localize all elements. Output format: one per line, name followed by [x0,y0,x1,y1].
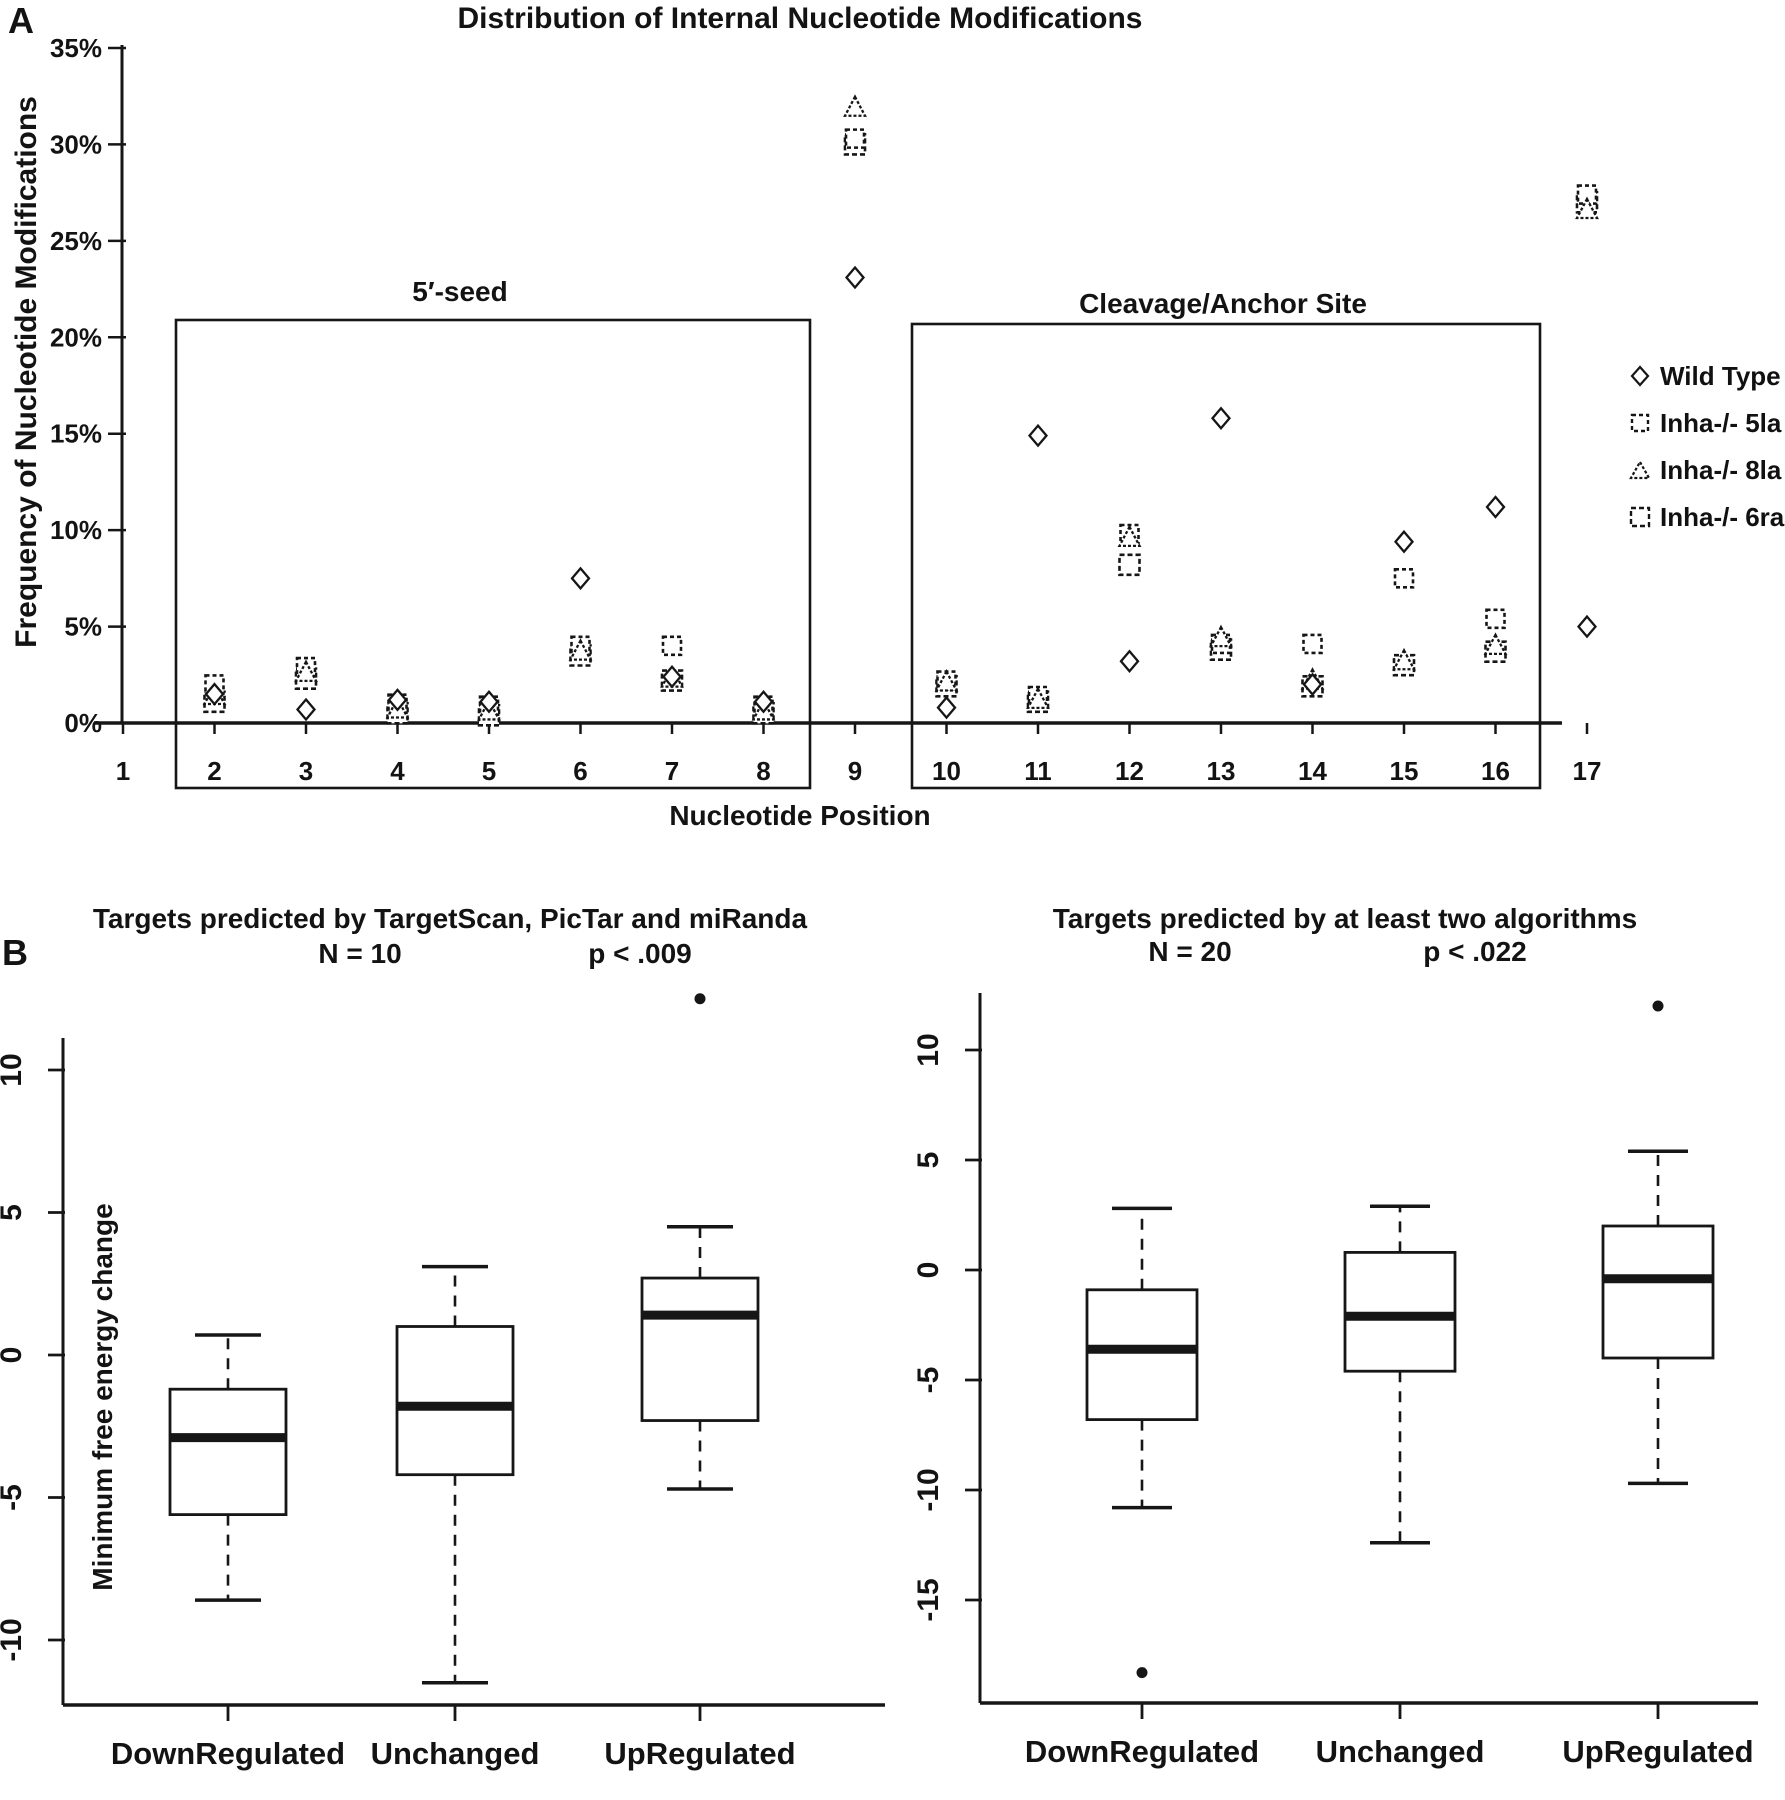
legend-item-inha-5la: Inha-/- 5la [1628,407,1784,439]
box-unchanged [395,1264,515,1721]
panel-a-y-axis-title: Frequency of Nucleotide Modifications [10,96,43,648]
panel-a-label: A [8,0,34,41]
region-label-cleavage-anchor: Cleavage/Anchor Site [1079,288,1367,319]
triangle-icon [1629,459,1651,480]
legend-item-inha-8la: Inha-/- 8la [1628,454,1784,486]
svg-text:16: 16 [1481,756,1510,786]
svg-text:8: 8 [756,756,770,786]
boxplot-right: 10 5 0 -5 -10 -15 [912,993,1758,1719]
legend: Wild Type Inha-/- 5la Inha-/- 8la Inha-/… [1628,360,1784,533]
panel-a-title: Distribution of Internal Nucleotide Modi… [457,2,1143,35]
svg-text:30%: 30% [50,129,102,159]
panel-a-region-boxes [174,318,1542,790]
boxplot-left-category-unchanged: Unchanged [370,1736,540,1771]
region-box-0 [174,318,812,790]
svg-text:5: 5 [912,1152,945,1169]
region-box-1 [910,322,1542,790]
boxplot-left: 10 5 0 -5 -10 [0,993,885,1721]
svg-text:0%: 0% [64,708,102,738]
scatter-series-inha-6ra [203,133,1599,727]
svg-text:7: 7 [665,756,679,786]
boxplot-left-title: Targets predicted by TargetScan, PicTar … [92,903,808,934]
panel-a-x-ticks: 1 2 3 4 5 6 7 8 9 10 11 12 13 14 15 16 17 [116,723,1602,786]
box-unchanged [1343,1204,1457,1719]
region-label-5-seed: 5′-seed [412,276,508,307]
svg-text:-5: -5 [912,1367,945,1394]
panel-a-axes [94,45,1562,725]
svg-text:12: 12 [1115,756,1144,786]
svg-text:4: 4 [390,756,405,786]
box-upregulated [640,993,760,1721]
svg-text:6: 6 [573,756,587,786]
box-upregulated [1601,1000,1715,1719]
panel-a-x-axis-title: Nucleotide Position [669,800,931,831]
svg-text:35%: 35% [50,33,102,63]
svg-text:5%: 5% [64,612,102,642]
boxplot-right-n-label: N = 20 [1148,936,1232,967]
svg-text:-10: -10 [912,1468,945,1511]
legend-item-inha-6ra: Inha-/- 6ra [1628,501,1784,533]
svg-text:2: 2 [207,756,221,786]
panel-a-y-ticks: 0% 5% 10% 15% 20% 25% 30% 35% [50,33,126,738]
boxplot-left-category-downregulated: DownRegulated [110,1736,346,1771]
svg-text:11: 11 [1024,756,1052,786]
legend-label: Inha-/- 8la [1660,454,1782,485]
outlier-point [694,993,706,1005]
svg-text:15%: 15% [50,419,102,449]
boxplot-left-n-label: N = 10 [318,938,402,969]
boxplot-right-category-downregulated: DownRegulated [1024,1734,1260,1769]
svg-text:5: 5 [482,756,496,786]
svg-text:9: 9 [848,756,862,786]
boxplot-left-category-upregulated: UpRegulated [604,1736,796,1771]
scatter-series-inha-8la [202,94,1599,721]
square-large-icon [1629,506,1651,528]
legend-label: Inha-/- 5la [1660,407,1782,438]
outlier-point [1652,1000,1664,1012]
svg-text:15: 15 [1390,756,1419,786]
svg-text:-15: -15 [912,1578,945,1621]
outlier-point [1136,1667,1148,1679]
svg-text:13: 13 [1207,756,1236,786]
box-downregulated [168,1333,288,1721]
svg-text:14: 14 [1298,756,1327,786]
svg-text:10%: 10% [50,515,102,545]
box-downregulated [1085,1206,1199,1719]
svg-text:-5: -5 [0,1484,28,1511]
svg-text:10: 10 [932,756,961,786]
svg-text:1: 1 [116,756,130,786]
scatter-series-wild-type [204,265,1598,722]
legend-item-wild-type: Wild Type [1628,360,1784,392]
svg-text:10: 10 [912,1033,945,1066]
panel-b-label: B [2,932,28,973]
legend-label: Inha-/- 6ra [1660,501,1785,532]
svg-text:20%: 20% [50,322,102,352]
svg-text:3: 3 [299,756,313,786]
boxplot-left-y-axis-title: Minimum free energy change [87,1203,118,1591]
svg-text:10: 10 [0,1053,28,1086]
svg-text:0: 0 [912,1262,945,1279]
legend-label: Wild Type [1660,360,1781,391]
svg-text:5: 5 [0,1204,28,1221]
svg-text:25%: 25% [50,226,102,256]
boxplot-right-category-unchanged: Unchanged [1315,1734,1485,1769]
svg-text:17: 17 [1573,756,1602,786]
svg-text:-10: -10 [0,1618,28,1661]
scatter-series-inha-5la [204,128,1598,716]
square-small-icon [1630,413,1650,433]
diamond-icon [1630,365,1650,387]
boxplot-left-p-label: p < .009 [588,938,692,969]
boxplot-right-p-label: p < .022 [1423,936,1527,967]
boxplot-right-category-upregulated: UpRegulated [1562,1734,1754,1769]
svg-text:0: 0 [0,1347,28,1364]
boxplot-right-title: Targets predicted by at least two algori… [1052,903,1638,934]
